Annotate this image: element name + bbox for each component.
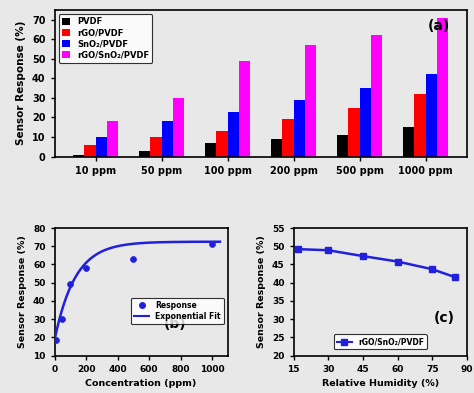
Bar	[139, 151, 150, 157]
Bar	[228, 112, 239, 157]
Point	[82, 265, 90, 271]
Y-axis label: Sensor Response (%): Sensor Response (%)	[257, 235, 266, 348]
Point	[52, 337, 60, 343]
Bar	[360, 88, 371, 157]
Legend: PVDF, rGO/PVDF, SnO₂/PVDF, rGO/SnO₂/PVDF: PVDF, rGO/PVDF, SnO₂/PVDF, rGO/SnO₂/PVDF	[59, 14, 153, 63]
Point	[59, 316, 66, 322]
Bar	[337, 135, 348, 157]
Point	[208, 241, 216, 248]
Bar	[173, 98, 184, 157]
Bar	[371, 35, 382, 157]
Bar	[283, 119, 294, 157]
Bar	[96, 137, 107, 157]
Bar	[84, 145, 96, 157]
Legend: Response, Exponential Fit: Response, Exponential Fit	[131, 298, 224, 324]
Bar	[305, 45, 316, 157]
Y-axis label: Sensor Response (%): Sensor Response (%)	[17, 21, 27, 145]
Point	[66, 281, 74, 287]
Bar	[271, 139, 283, 157]
Point	[129, 256, 137, 262]
Text: (b): (b)	[164, 318, 186, 331]
X-axis label: Relative Humidity (%): Relative Humidity (%)	[322, 379, 439, 388]
Bar	[294, 100, 305, 157]
X-axis label: Concentration (ppm): Concentration (ppm)	[85, 379, 197, 388]
Bar	[107, 121, 118, 157]
Bar	[403, 127, 414, 157]
Text: (c): (c)	[434, 311, 455, 325]
Y-axis label: Sensor Response (%): Sensor Response (%)	[18, 235, 27, 348]
Legend: rGO/SnO₂/PVDF: rGO/SnO₂/PVDF	[334, 334, 427, 349]
Bar	[162, 121, 173, 157]
Bar	[150, 137, 162, 157]
Bar	[217, 131, 228, 157]
Bar	[414, 94, 426, 157]
Text: (a): (a)	[428, 18, 450, 33]
Bar	[239, 61, 250, 157]
Bar	[73, 155, 84, 157]
Bar	[437, 18, 448, 157]
Bar	[205, 143, 217, 157]
Bar	[348, 108, 360, 157]
Bar	[426, 74, 437, 157]
